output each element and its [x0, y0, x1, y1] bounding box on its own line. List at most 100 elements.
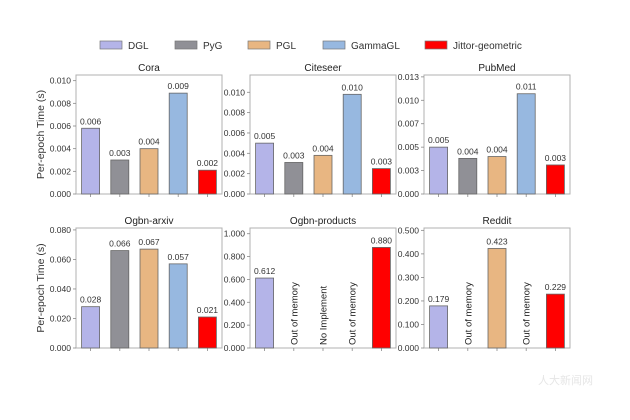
data-label: 0.003 [109, 148, 131, 158]
bar-dgl [429, 305, 449, 349]
missing-note: Out of memory [522, 282, 533, 345]
bar-pgl [139, 248, 159, 349]
panel-ogbn-products: Ogbn-products 0.000 0.200 0.400 0.600 0.800 1.… [224, 216, 397, 353]
legend-label: PyG [203, 41, 223, 52]
data-label: 0.067 [138, 237, 160, 247]
y-tick-label: 0.000 [50, 189, 72, 199]
legend-item-jittor-geometric: Jittor-geometric [424, 40, 522, 52]
y-tick-label: 0.600 [224, 274, 246, 284]
data-label: 0.066 [109, 239, 131, 249]
legend: DGL PyG PGL GammaGL Jittor-geometric [99, 40, 522, 52]
y-tick-label: 0.005 [398, 142, 420, 152]
missing-note: No Implement [319, 286, 330, 345]
legend-swatch [99, 40, 123, 50]
legend-item-pyg: PyG [174, 40, 223, 52]
y-tick-label: 0.010 [224, 87, 246, 97]
y-axis-label: Per-epoch Time (s) [35, 90, 47, 179]
bar-gammagl [168, 263, 188, 349]
y-tick-label: 0.000 [224, 189, 246, 199]
legend-item-dgl: DGL [99, 40, 149, 52]
y-tick-label: 0.003 [398, 166, 420, 176]
bar-gammagl [168, 92, 188, 195]
panel-title: Ogbn-arxiv [125, 216, 174, 227]
legend-swatch [424, 40, 448, 50]
data-label: 0.028 [80, 295, 102, 305]
y-tick-label: 0.000 [398, 343, 420, 353]
y-tick-label: 0.200 [398, 296, 420, 306]
data-label: 0.009 [168, 81, 190, 91]
y-tick-label: 0.004 [224, 148, 246, 158]
data-label: 0.003 [545, 153, 567, 163]
bar-pyg [110, 159, 130, 195]
y-tick-label: 0.200 [224, 320, 246, 330]
data-label: 0.005 [254, 131, 276, 141]
data-label: 0.011 [516, 82, 537, 92]
panel-title: Reddit [483, 216, 512, 227]
legend-label: GammaGL [351, 41, 400, 52]
bar-jittor-geometric [371, 168, 391, 195]
y-tick-label: 0.004 [50, 144, 72, 154]
y-tick-label: 0.006 [224, 128, 246, 138]
legend-swatch [322, 40, 346, 50]
data-label: 0.004 [486, 145, 508, 155]
data-label: 0.021 [197, 305, 219, 315]
y-tick-label: 0.002 [224, 169, 246, 179]
bar-pyg [458, 157, 478, 195]
bar-dgl [81, 127, 100, 195]
y-tick-label: 0.000 [224, 343, 246, 353]
bar-jittor-geometric [371, 247, 391, 349]
y-tick-label: 0.400 [224, 297, 246, 307]
panel-title: Cora [138, 63, 160, 74]
data-label: 0.003 [371, 157, 393, 167]
bar-pgl [487, 156, 507, 195]
bar-jittor-geometric [197, 169, 217, 195]
data-label: 0.002 [197, 158, 219, 168]
missing-note: Out of memory [348, 282, 359, 345]
panel-ogbn-arxiv: Ogbn-arxiv Per-epoch Time (s) 0.000 0.020 0.… [35, 216, 223, 353]
legend-label: DGL [128, 41, 149, 52]
data-label: 0.057 [168, 252, 190, 262]
bar-jittor-geometric [197, 316, 217, 349]
bar-pyg [110, 250, 130, 349]
data-label: 0.010 [342, 82, 364, 92]
bar-gammagl [516, 93, 536, 195]
panel-title: Citeseer [304, 63, 342, 74]
data-label: 0.005 [428, 135, 450, 145]
y-axis-label: Per-epoch Time (s) [35, 243, 47, 332]
y-tick-label: 0.060 [50, 254, 72, 264]
legend-swatch [247, 40, 271, 50]
legend-label: Jittor-geometric [453, 41, 522, 52]
y-tick-label: 0.400 [398, 249, 420, 259]
y-tick-label: 0.800 [224, 252, 246, 262]
data-label: 0.612 [254, 266, 276, 276]
bar-jittor-geometric [546, 164, 565, 195]
legend-label: PGL [276, 41, 296, 52]
data-label: 0.004 [312, 143, 334, 153]
data-label: 0.179 [428, 294, 450, 304]
y-tick-label: 0.008 [224, 108, 246, 118]
data-label: 0.003 [283, 150, 305, 160]
y-tick-label: 0.500 [398, 225, 420, 235]
bar-pgl [139, 148, 159, 195]
bar-dgl [429, 146, 449, 195]
y-tick-label: 0.300 [398, 272, 420, 282]
y-tick-label: 0.100 [398, 319, 420, 329]
bar-pgl [487, 248, 507, 349]
bar-gammagl [342, 93, 362, 195]
bar-jittor-geometric [546, 293, 565, 349]
y-tick-label: 0.080 [50, 225, 72, 235]
panel-reddit: Reddit 0.000 0.100 0.200 0.300 0.400 0.500 0.17… [398, 216, 571, 353]
panel-title: Ogbn-products [290, 216, 356, 227]
y-tick-label: 0.020 [50, 313, 72, 323]
y-tick-label: 0.010 [398, 95, 420, 105]
data-label: 0.006 [80, 116, 102, 126]
y-tick-label: 0.000 [50, 343, 72, 353]
y-tick-label: 0.006 [50, 121, 72, 131]
bar-pyg [284, 162, 304, 195]
data-label: 0.004 [457, 146, 479, 156]
legend-item-pgl: PGL [247, 40, 296, 52]
missing-note: Out of memory [463, 282, 474, 345]
panel-cora: Cora Per-epoch Time (s)0.000 0.002 0.004 0.0… [35, 63, 223, 199]
bar-dgl [255, 277, 275, 349]
